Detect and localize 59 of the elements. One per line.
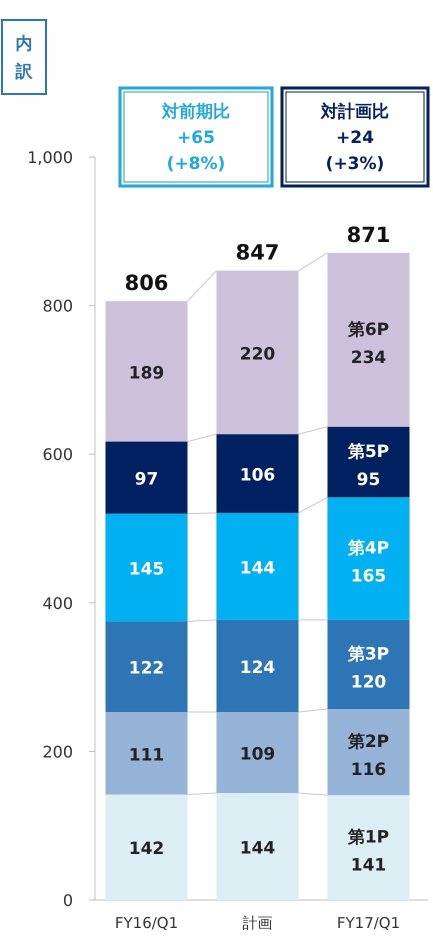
data-label: 111 xyxy=(128,745,164,766)
series-label: 第3P xyxy=(346,644,390,664)
series-label: 第1P xyxy=(346,828,390,848)
data-label: 234 xyxy=(350,348,386,368)
data-label: 142 xyxy=(128,839,164,860)
total-label: 847 xyxy=(236,240,280,265)
data-label: 116 xyxy=(350,760,386,780)
bar xyxy=(216,712,298,794)
data-label: 144 xyxy=(240,558,276,578)
bar xyxy=(106,514,188,622)
bar xyxy=(216,793,298,900)
series-label: 第5P xyxy=(346,442,390,462)
data-label: 120 xyxy=(350,672,386,692)
series-label: 第4P xyxy=(346,538,390,559)
total-label: 806 xyxy=(124,271,168,296)
y-tick-label: 400 xyxy=(42,594,73,613)
data-label: 144 xyxy=(240,838,276,859)
data-label: 97 xyxy=(134,470,158,490)
bar xyxy=(328,620,410,710)
bar xyxy=(216,620,298,712)
data-label: 145 xyxy=(128,560,164,580)
data-label: 165 xyxy=(350,566,386,587)
bar xyxy=(328,795,410,900)
x-tick-label: FY17/Q1 xyxy=(336,914,400,932)
data-label: 106 xyxy=(240,466,276,486)
bar xyxy=(216,434,298,513)
data-label: 220 xyxy=(240,344,276,364)
bar xyxy=(328,252,410,427)
annotation: 対前期比 +65 (+8%) xyxy=(161,102,230,174)
data-label: 122 xyxy=(128,658,164,679)
series-label: 第6P xyxy=(346,320,390,340)
bar xyxy=(216,512,298,620)
bar xyxy=(106,442,188,514)
annotation0: 内訳 xyxy=(1,19,47,95)
x-tick-label: 計画 xyxy=(242,914,272,932)
y-tick-label: 200 xyxy=(42,742,73,762)
bar xyxy=(216,270,298,434)
y-tick-label: 1,000 xyxy=(27,148,73,167)
y-tick-label: 0 xyxy=(62,891,73,910)
series-label: 第2P xyxy=(346,732,390,752)
annotation1: 対前期比 +65 (+8%) xyxy=(118,86,274,188)
bar xyxy=(106,712,188,794)
bar xyxy=(106,621,188,712)
bar xyxy=(328,709,410,796)
data-label: 109 xyxy=(240,744,276,765)
data-label: 189 xyxy=(128,363,164,384)
data-label: 141 xyxy=(350,856,386,876)
bar xyxy=(106,301,188,442)
data-label: 124 xyxy=(240,658,276,678)
y-tick-label: 600 xyxy=(42,445,73,464)
bar xyxy=(328,426,410,498)
bar xyxy=(106,794,188,900)
annotation: 対計画比 +24 (+3%) xyxy=(320,102,389,174)
data-label: 95 xyxy=(356,470,380,490)
x-tick-label: FY16/Q1 xyxy=(114,914,178,932)
total-label: 871 xyxy=(346,222,390,247)
annotation2: 対計画比 +24 (+3%) xyxy=(280,86,430,188)
y-tick-label: 800 xyxy=(42,296,73,316)
bar xyxy=(328,497,410,620)
